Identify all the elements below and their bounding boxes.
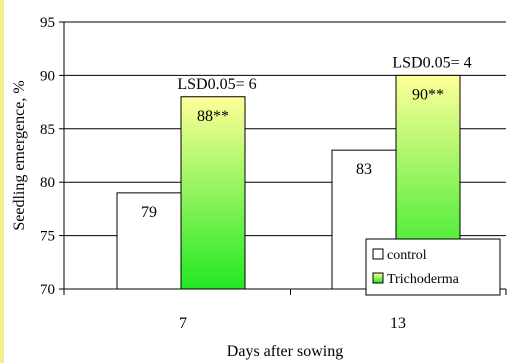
y-axis-label: Seedling emergence, % [11,80,28,230]
x-axis-label: Days after sowing [227,343,343,360]
left-edge-strip [0,0,4,363]
bar-trichoderma [180,96,246,290]
x-tick-label: 13 [390,315,406,332]
x-tick-label: 7 [179,315,187,332]
legend-label: Trichoderma [387,272,460,287]
y-tick-label: 95 [40,15,55,31]
bar-value-label: 79 [141,204,157,221]
bar-value-label: 88** [197,108,229,125]
y-tick-label: 70 [40,282,55,298]
lsd-annotation: LSD0.05= 6 [177,76,256,93]
legend: control Trichoderma [365,238,501,296]
y-tick-label: 80 [40,175,55,191]
y-tick-label: 85 [40,122,55,138]
bar-value-label: 90** [412,86,444,103]
labels: 70 75 80 85 90 95 79 83 88** 90** LSD0.05= 6 LSD0.0… [11,15,472,360]
bar-control [116,192,182,290]
legend-label: control [387,248,427,263]
legend-swatch-trichoderma [372,272,384,284]
legend-box [365,238,501,296]
legend-swatch-control [372,248,384,260]
y-tick-label: 75 [40,229,55,245]
lsd-annotation: LSD0.05= 4 [392,54,471,71]
bar-value-label: 83 [356,161,372,178]
y-tick-label: 90 [40,68,55,84]
